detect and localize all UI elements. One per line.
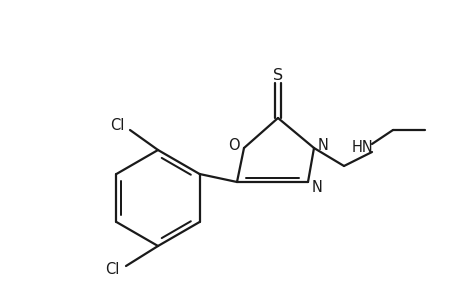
Text: Cl: Cl — [110, 118, 124, 134]
Text: HN: HN — [351, 140, 373, 155]
Text: S: S — [272, 68, 282, 82]
Text: Cl: Cl — [105, 262, 119, 278]
Text: O: O — [228, 139, 239, 154]
Text: N: N — [311, 179, 322, 194]
Text: N: N — [317, 137, 328, 152]
